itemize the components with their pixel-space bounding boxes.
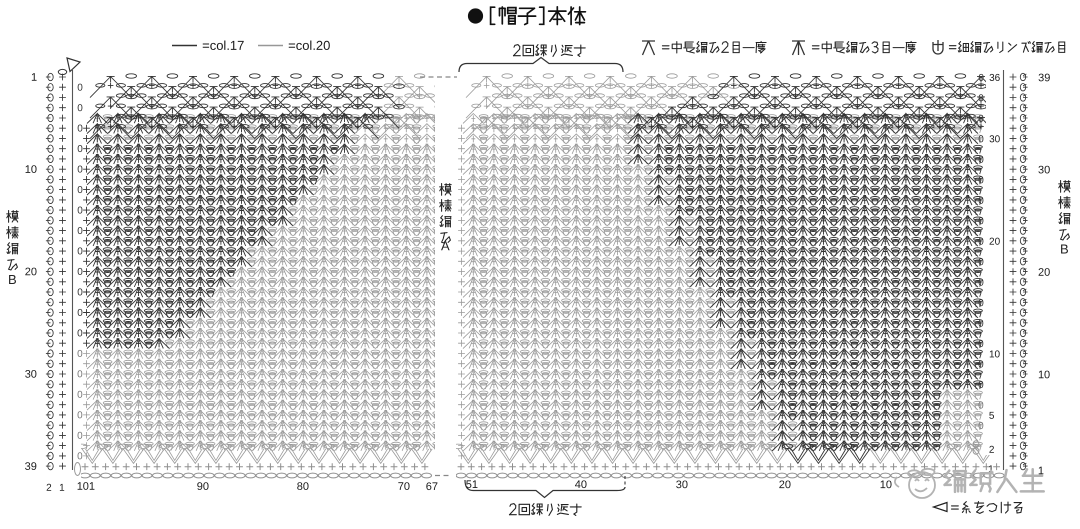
svg-text:1: 1 [31, 72, 37, 84]
svg-text:A: A [441, 238, 450, 253]
svg-text:0: 0 [77, 124, 83, 135]
svg-text:30: 30 [1038, 164, 1050, 176]
svg-text:20: 20 [779, 479, 791, 491]
svg-text:0: 0 [77, 226, 83, 237]
svg-text:20: 20 [1038, 267, 1050, 279]
svg-text:0: 0 [978, 175, 984, 186]
svg-text:20: 20 [25, 266, 37, 278]
svg-text:0: 0 [77, 83, 83, 94]
svg-text:90: 90 [197, 481, 209, 493]
svg-text:0: 0 [978, 298, 984, 309]
svg-text:0: 0 [77, 451, 83, 462]
svg-text:0: 0 [77, 165, 83, 176]
svg-text:1: 1 [59, 483, 65, 494]
svg-text:2: 2 [989, 445, 995, 456]
svg-text:36: 36 [989, 73, 1001, 84]
svg-text:10: 10 [25, 164, 37, 176]
svg-text:39: 39 [1038, 72, 1050, 84]
svg-text:39: 39 [25, 461, 37, 473]
svg-text:67: 67 [426, 481, 438, 493]
svg-text:=col.17: =col.17 [202, 38, 244, 53]
svg-text:0: 0 [978, 278, 984, 289]
svg-text:0: 0 [978, 360, 984, 371]
svg-text:0: 0 [77, 103, 83, 114]
svg-text:51: 51 [466, 479, 478, 491]
svg-text:1: 1 [1038, 465, 1044, 477]
svg-text:0: 0 [978, 401, 984, 412]
svg-text:0: 0 [77, 246, 83, 257]
svg-text:0: 0 [978, 155, 984, 166]
svg-text:=col.20: =col.20 [288, 38, 330, 53]
svg-text:10: 10 [880, 479, 892, 491]
svg-text:B: B [8, 272, 17, 287]
svg-text:0: 0 [77, 287, 83, 298]
svg-text:0: 0 [978, 216, 984, 227]
svg-text:0: 0 [77, 144, 83, 155]
svg-text:10: 10 [1038, 369, 1050, 381]
svg-text:0: 0 [978, 114, 984, 125]
svg-text:101: 101 [77, 481, 95, 493]
svg-text:0: 0 [77, 328, 83, 339]
svg-text:1: 1 [988, 464, 994, 475]
svg-text:30: 30 [25, 369, 37, 381]
svg-text:0: 0 [77, 390, 83, 401]
svg-text:0: 0 [978, 196, 984, 207]
svg-text:20: 20 [989, 237, 1001, 248]
svg-text:10: 10 [989, 349, 1001, 360]
svg-text:0: 0 [978, 257, 984, 268]
svg-text:30: 30 [676, 479, 688, 491]
svg-text:30: 30 [989, 134, 1001, 145]
svg-text:0: 0 [978, 93, 984, 104]
svg-text:0: 0 [978, 73, 984, 84]
svg-text:0: 0 [77, 185, 83, 196]
svg-text:5: 5 [989, 411, 995, 422]
svg-text:B: B [1060, 242, 1069, 257]
svg-text:0: 0 [77, 267, 83, 278]
svg-text:0: 0 [978, 237, 984, 248]
svg-text:0: 0 [77, 349, 83, 360]
svg-text:0: 0 [77, 369, 83, 380]
svg-text:2: 2 [46, 483, 52, 494]
svg-text:0: 0 [77, 308, 83, 319]
svg-text:70: 70 [398, 481, 410, 493]
svg-text:0: 0 [978, 421, 984, 432]
svg-text:0: 0 [978, 339, 984, 350]
svg-text:40: 40 [575, 479, 587, 491]
svg-text:0: 0 [978, 319, 984, 330]
svg-text:0: 0 [77, 431, 83, 442]
svg-text:80: 80 [297, 481, 309, 493]
svg-text:0: 0 [978, 134, 984, 145]
svg-text:0: 0 [77, 410, 83, 421]
svg-text:0: 0 [978, 380, 984, 391]
svg-text:0: 0 [77, 205, 83, 216]
